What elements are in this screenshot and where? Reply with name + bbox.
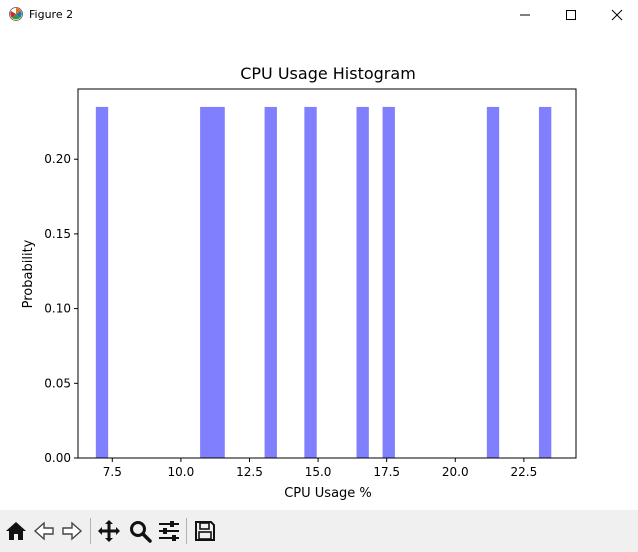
y-tick-label: 0.15 xyxy=(44,227,71,241)
x-tick-label: 15.0 xyxy=(305,465,332,479)
toolbar-separator xyxy=(186,518,187,544)
configure-subplots-button[interactable] xyxy=(156,518,182,544)
y-axis-ticks: 0.00 0.05 0.10 0.15 0.20 xyxy=(44,152,78,465)
toolbar-separator xyxy=(90,518,91,544)
x-tick-label: 17.5 xyxy=(373,465,400,479)
pan-button[interactable] xyxy=(96,518,122,544)
matplotlib-app-icon xyxy=(8,6,24,22)
histogram-bar xyxy=(356,106,369,458)
x-tick-label: 20.0 xyxy=(442,465,469,479)
home-icon xyxy=(6,522,26,540)
close-icon xyxy=(611,9,623,21)
back-icon xyxy=(33,521,54,541)
histogram-bar xyxy=(382,106,395,458)
y-tick-label: 0.05 xyxy=(44,376,71,390)
forward-button[interactable] xyxy=(59,518,85,544)
y-tick-label: 0.00 xyxy=(44,451,71,465)
x-tick-label: 10.0 xyxy=(168,465,195,479)
y-tick-label: 0.10 xyxy=(44,302,71,316)
save-button[interactable] xyxy=(192,518,218,544)
x-axis-label: CPU Usage % xyxy=(284,486,372,501)
window-titlebar: Figure 2 xyxy=(0,0,638,30)
configure-subplots-icon xyxy=(159,521,179,541)
zoom-icon xyxy=(130,521,152,543)
figure-canvas[interactable]: CPU Usage Histogram 7.5 10.0 12.5 15.0 17.5 2… xyxy=(0,30,638,510)
navigation-toolbar xyxy=(0,510,638,552)
chart-title: CPU Usage Histogram xyxy=(240,64,416,83)
back-button[interactable] xyxy=(31,518,57,544)
histogram-bar xyxy=(264,106,277,458)
maximize-icon xyxy=(566,10,576,20)
zoom-button[interactable] xyxy=(127,518,153,544)
save-icon xyxy=(195,521,215,541)
x-axis-ticks: 7.5 10.0 12.5 15.0 17.5 20.0 22.5 xyxy=(103,458,537,479)
plot-frame xyxy=(77,88,577,459)
maximize-button[interactable] xyxy=(548,0,594,30)
histogram-bar xyxy=(304,106,317,458)
histogram-bar xyxy=(486,106,500,458)
pan-icon xyxy=(98,520,120,542)
y-tick-label: 0.20 xyxy=(44,152,71,166)
y-axis-label: Probability xyxy=(21,239,36,308)
bars-group xyxy=(95,106,552,458)
histogram-chart: CPU Usage Histogram 7.5 10.0 12.5 15.0 17.5 2… xyxy=(21,64,577,501)
x-tick-label: 7.5 xyxy=(103,465,122,479)
histogram-bar xyxy=(538,106,552,458)
histogram-bar xyxy=(200,106,225,458)
x-tick-label: 22.5 xyxy=(511,465,538,479)
home-button[interactable] xyxy=(3,518,29,544)
minimize-button[interactable] xyxy=(502,0,548,30)
minimize-icon xyxy=(520,14,530,16)
window-title: Figure 2 xyxy=(29,8,74,21)
histogram-bar xyxy=(95,106,109,458)
forward-icon xyxy=(62,521,83,541)
x-tick-label: 12.5 xyxy=(236,465,263,479)
close-button[interactable] xyxy=(594,0,638,30)
